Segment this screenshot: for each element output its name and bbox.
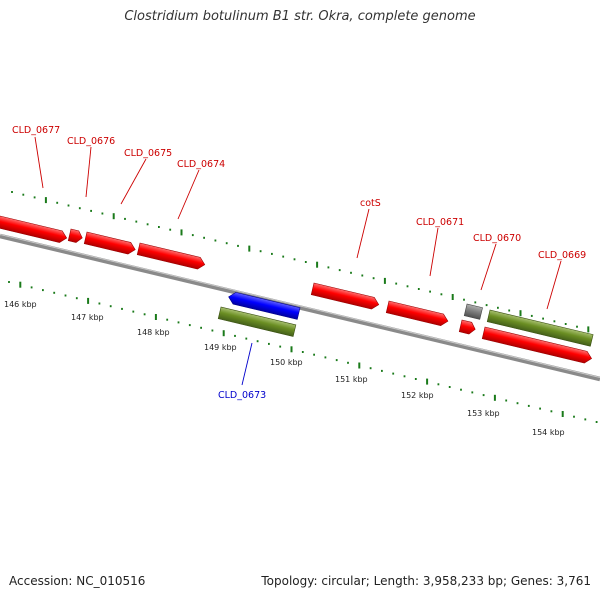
gene-cld-0674[interactable] bbox=[136, 242, 206, 270]
label-cots: cotS bbox=[360, 198, 381, 209]
cds-cld-0673[interactable] bbox=[217, 306, 297, 337]
label-leaders bbox=[34, 136, 562, 386]
label-cld-0675: CLD_0675 bbox=[124, 148, 172, 159]
scale-label-152: 152 kbp bbox=[401, 391, 434, 400]
gene-cld-0669[interactable] bbox=[481, 326, 593, 364]
gene-small-red[interactable] bbox=[458, 319, 476, 335]
topology-text: Topology: circular; Length: 3,958,233 bp… bbox=[261, 574, 591, 588]
genome-title: Clostridium botulinum B1 str. Okra, comp… bbox=[124, 9, 476, 24]
gene-cld-0673[interactable] bbox=[227, 291, 301, 320]
gene-cld-0675[interactable] bbox=[83, 231, 136, 255]
scale-labels: 146 kbp 147 kbp 148 kbp 149 kbp 150 kbp … bbox=[4, 300, 565, 437]
gene-cld-0677[interactable] bbox=[0, 215, 68, 244]
gene-features bbox=[0, 215, 594, 364]
scale-label-146: 146 kbp bbox=[4, 300, 37, 309]
scale-label-153: 153 kbp bbox=[467, 409, 500, 418]
label-cld-0670: CLD_0670 bbox=[473, 233, 521, 244]
gene-cld-0670[interactable] bbox=[463, 303, 483, 320]
lower-tick-row bbox=[8, 281, 598, 423]
scale-label-154: 154 kbp bbox=[532, 428, 565, 437]
label-cld-0674: CLD_0674 bbox=[177, 159, 225, 170]
label-cld-0677: CLD_0677 bbox=[12, 125, 60, 136]
label-cld-0671: CLD_0671 bbox=[416, 217, 464, 228]
label-cld-0676: CLD_0676 bbox=[67, 136, 115, 147]
scale-label-149: 149 kbp bbox=[204, 343, 237, 352]
accession-text: Accession: NC_010516 bbox=[9, 574, 146, 588]
cds-cld-0669[interactable] bbox=[486, 309, 594, 347]
scale-label-150: 150 kbp bbox=[270, 358, 303, 367]
scale-label-151: 151 kbp bbox=[335, 375, 368, 384]
upper-tick-row bbox=[11, 191, 590, 333]
scale-label-147: 147 kbp bbox=[71, 313, 104, 322]
gene-labels: CLD_0677 CLD_0676 CLD_0675 CLD_0674 CLD_… bbox=[12, 125, 586, 401]
gene-cots[interactable] bbox=[310, 282, 380, 310]
label-cld-0673: CLD_0673 bbox=[218, 390, 266, 401]
genome-backbone-highlight bbox=[0, 234, 600, 378]
scale-label-148: 148 kbp bbox=[137, 328, 170, 337]
label-cld-0669: CLD_0669 bbox=[538, 250, 586, 261]
gene-cld-0671[interactable] bbox=[385, 300, 449, 327]
gene-cld-0676[interactable] bbox=[67, 228, 83, 244]
